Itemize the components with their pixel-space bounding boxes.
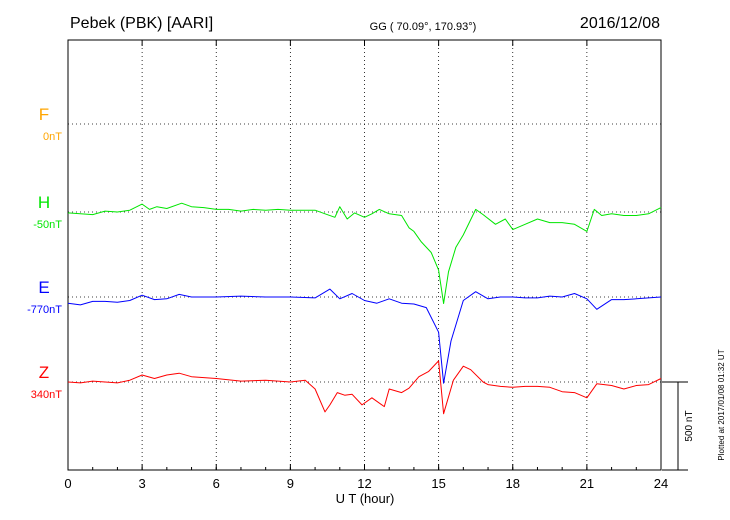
channel-labels: F 0nT H -50nT E -770nT Z 340nT	[27, 105, 62, 401]
series-line-e	[67, 288, 662, 384]
series-baseline-z: 340nT	[31, 389, 62, 401]
x-tick-label: 0	[64, 476, 71, 491]
series-name-z: Z	[39, 363, 49, 382]
station-title: Pebek (PBK) [AARI]	[70, 15, 213, 32]
x-tick-label: 9	[287, 476, 294, 491]
x-axis-label: U T (hour)	[336, 491, 395, 506]
series-line-h	[67, 202, 662, 304]
x-tick-label: 21	[580, 476, 594, 491]
series-baseline-f: 0nT	[43, 131, 62, 143]
grid	[68, 40, 661, 470]
x-tick-label: 12	[357, 476, 371, 491]
plotted-timestamp: Plotted at 2017/01/08 01:32 UT	[717, 349, 726, 460]
x-tick-label: 18	[506, 476, 520, 491]
chart-date: 2016/12/08	[580, 15, 660, 32]
series-baseline-h: -50nT	[33, 219, 62, 231]
series-baseline-e: -770nT	[27, 304, 62, 316]
x-tick-label: 6	[213, 476, 220, 491]
series-name-h: H	[38, 193, 50, 212]
x-axis: 0 3 6 9 12 15 18 21 24	[64, 40, 668, 491]
x-tick-label: 15	[431, 476, 445, 491]
x-tick-label: 3	[139, 476, 146, 491]
series-line-z	[67, 360, 662, 415]
scale-bar-label: 500 nT	[684, 410, 695, 441]
coordinates: GG ( 70.09°, 170.93°)	[370, 21, 477, 33]
series-name-f: F	[39, 105, 49, 124]
series-name-e: E	[38, 278, 49, 297]
series-group	[67, 202, 662, 415]
x-tick-label: 24	[654, 476, 668, 491]
